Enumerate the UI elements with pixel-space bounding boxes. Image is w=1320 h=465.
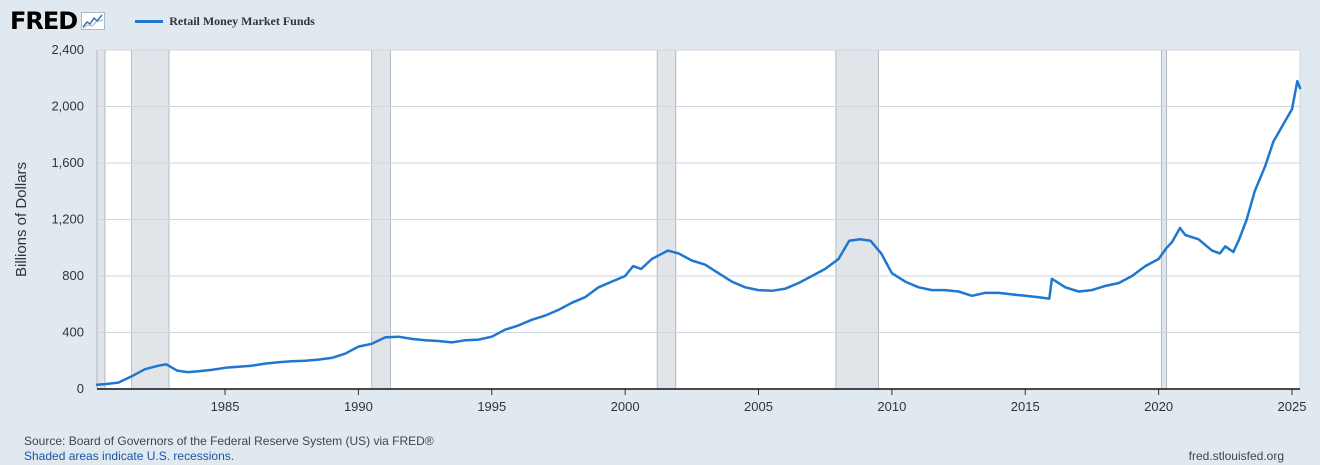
fred-chart-icon: [81, 12, 106, 30]
website-label: fred.stlouisfed.org: [1188, 449, 1284, 463]
x-tick-label: 1985: [211, 399, 240, 414]
x-tick-label: 2005: [744, 399, 773, 414]
legend-entry: Retail Money Market Funds: [169, 13, 315, 28]
y-tick-label: 1,200: [51, 212, 84, 227]
chart-header: FRED Retail Money Market Funds: [10, 6, 315, 36]
y-tick-label: 800: [62, 268, 84, 283]
x-tick-label: 2020: [1144, 399, 1173, 414]
y-tick-label: 2,000: [51, 99, 84, 114]
x-tick-label: 1990: [344, 399, 373, 414]
x-tick-label: 2010: [877, 399, 906, 414]
chart-legend: Retail Money Market Funds: [135, 14, 315, 29]
source-note: Source: Board of Governors of the Federa…: [24, 434, 434, 448]
chart-area: 0 400 800 1,200 1,600 2,000 2,400 1985 1990 1995 2…: [13, 42, 1307, 414]
y-tick-label: 0: [77, 381, 84, 396]
legend-swatch: [135, 19, 164, 23]
x-tick-label: 2025: [1278, 399, 1307, 414]
x-tick-label: 2015: [1011, 399, 1040, 414]
x-tick-label: 1995: [477, 399, 506, 414]
fred-logo: FRED: [10, 7, 78, 35]
series-line-retail-money-market-funds: [95, 79, 1302, 387]
x-tick-label: 2000: [611, 399, 640, 414]
y-axis-label: Billions of Dollars: [13, 162, 30, 277]
y-tick-label: 2,400: [51, 42, 84, 57]
recession-note[interactable]: Shaded areas indicate U.S. recessions.: [24, 449, 235, 463]
y-tick-label: 1,600: [51, 155, 84, 170]
y-tick-label: 400: [62, 325, 84, 340]
